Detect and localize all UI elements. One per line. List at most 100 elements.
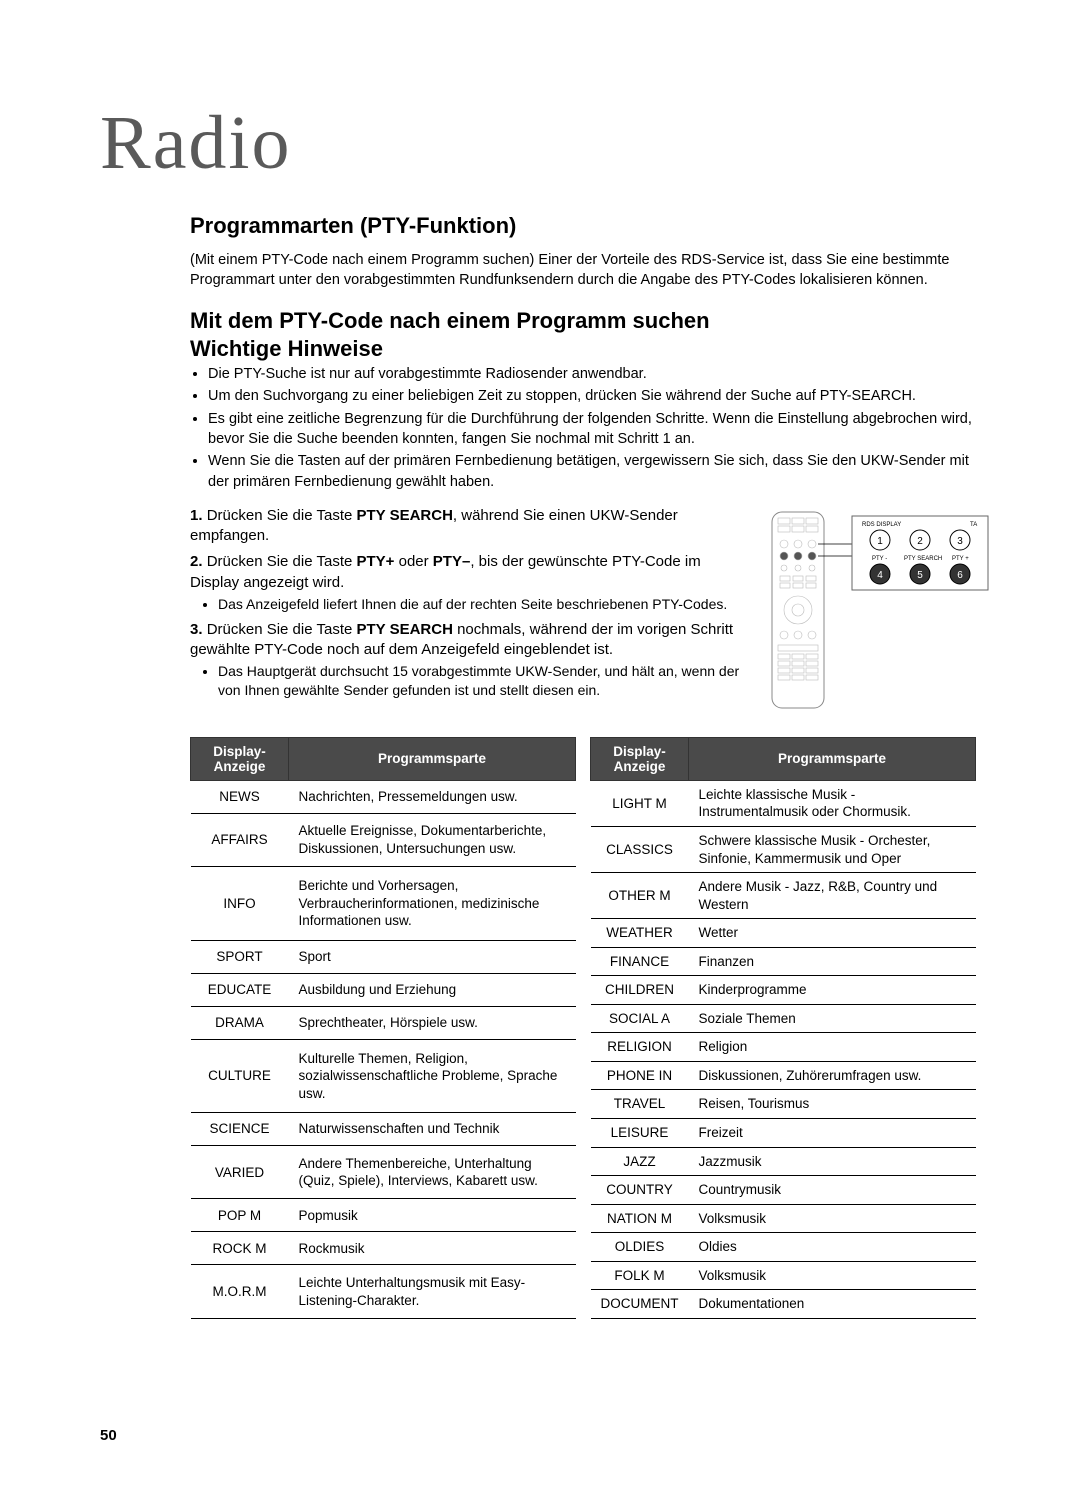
- pty-table-right: Display-Anzeige Programmsparte LIGHT MLe…: [590, 737, 976, 1319]
- label-rds: RDS DISPLAY: [862, 522, 901, 528]
- cell-program: Soziale Themen: [689, 1004, 976, 1033]
- cell-display: EDUCATE: [191, 973, 289, 1006]
- remote-diagram: RDS DISPLAY TA 1 2 3 PTY - PTY SEARCH PT…: [770, 506, 990, 715]
- cell-program: Popmusik: [289, 1199, 576, 1232]
- cell-display: OLDIES: [591, 1233, 689, 1262]
- table-row: FINANCEFinanzen: [591, 947, 976, 976]
- label-ptysearch: PTY SEARCH: [904, 556, 942, 562]
- table-row: NATION MVolksmusik: [591, 1204, 976, 1233]
- table-row: JAZZJazzmusik: [591, 1147, 976, 1176]
- cell-program: Schwere klassische Musik - Orchester, Si…: [689, 827, 976, 873]
- table-row: SCIENCENaturwissenschaften und Technik: [191, 1113, 576, 1146]
- cell-program: Aktuelle Ereignisse, Dokumentarberichte,…: [289, 813, 576, 866]
- table-row: LEISUREFreizeit: [591, 1119, 976, 1148]
- chapter-title: Radio: [100, 100, 990, 187]
- section-heading-pty: Programmarten (PTY-Funktion): [190, 213, 990, 239]
- cell-display: FINANCE: [591, 947, 689, 976]
- remote-button-row2: 4 5 6: [870, 564, 970, 584]
- cell-display: DOCUMENT: [591, 1290, 689, 1319]
- table-row: CLASSICSSchwere klassische Musik - Orche…: [591, 827, 976, 873]
- cell-program: Sprechtheater, Hörspiele usw.: [289, 1006, 576, 1039]
- svg-text:6: 6: [957, 570, 963, 581]
- step-item: 1. Drücken Sie die Taste PTY SEARCH, wäh…: [190, 506, 744, 547]
- section-subheading-hints: Wichtige Hinweise: [190, 336, 990, 362]
- table-row: NEWSNachrichten, Pressemeldungen usw.: [191, 780, 576, 813]
- cell-program: Andere Musik - Jazz, R&B, Country und We…: [689, 873, 976, 919]
- table-row: VARIEDAndere Themenbereiche, Unterhaltun…: [191, 1146, 576, 1199]
- hint-item: Es gibt eine zeitliche Begrenzung für di…: [208, 409, 990, 450]
- cell-program: Ausbildung und Erziehung: [289, 973, 576, 1006]
- cell-program: Jazzmusik: [689, 1147, 976, 1176]
- table-row: RELIGIONReligion: [591, 1033, 976, 1062]
- remote-button-row1: 1 2 3: [870, 530, 970, 550]
- hint-item: Die PTY-Suche ist nur auf vorabgestimmte…: [208, 364, 990, 384]
- page-number: 50: [100, 1427, 117, 1444]
- hint-item: Um den Suchvorgang zu einer beliebigen Z…: [208, 386, 990, 406]
- cell-display: AFFAIRS: [191, 813, 289, 866]
- cell-program: Reisen, Tourismus: [689, 1090, 976, 1119]
- cell-display: PHONE IN: [591, 1061, 689, 1090]
- svg-text:5: 5: [917, 570, 923, 581]
- cell-display: INFO: [191, 867, 289, 941]
- cell-program: Wetter: [689, 919, 976, 948]
- cell-program: Andere Themenbereiche, Unterhaltung (Qui…: [289, 1146, 576, 1199]
- table-row: CULTUREKulturelle Themen, Religion, sozi…: [191, 1039, 576, 1113]
- table-row: POP MPopmusik: [191, 1199, 576, 1232]
- cell-display: SCIENCE: [191, 1113, 289, 1146]
- table-row: AFFAIRSAktuelle Ereignisse, Dokumentarbe…: [191, 813, 576, 866]
- cell-program: Sport: [289, 940, 576, 973]
- steps-list: 1. Drücken Sie die Taste PTY SEARCH, wäh…: [190, 506, 750, 715]
- page-content: Programmarten (PTY-Funktion) (Mit einem …: [100, 213, 990, 1319]
- cell-display: CLASSICS: [591, 827, 689, 873]
- cell-program: Volksmusik: [689, 1261, 976, 1290]
- step-sub: Das Hauptgerät durchsucht 15 vorabgestim…: [218, 662, 744, 700]
- cell-display: POP M: [191, 1199, 289, 1232]
- cell-program: Volksmusik: [689, 1204, 976, 1233]
- section-heading-search: Mit dem PTY-Code nach einem Programm suc…: [190, 308, 990, 334]
- cell-display: COUNTRY: [591, 1176, 689, 1205]
- step-item: 3. Drücken Sie die Taste PTY SEARCH noch…: [190, 620, 744, 700]
- table-row: COUNTRYCountrymusik: [591, 1176, 976, 1205]
- cell-program: Finanzen: [689, 947, 976, 976]
- cell-display: FOLK M: [591, 1261, 689, 1290]
- cell-program: Freizeit: [689, 1119, 976, 1148]
- table-row: LIGHT MLeichte klassische Musik - Instru…: [591, 780, 976, 826]
- th-display: Display-Anzeige: [591, 737, 689, 780]
- cell-program: Naturwissenschaften und Technik: [289, 1113, 576, 1146]
- label-ta: TA: [970, 522, 977, 528]
- cell-display: NEWS: [191, 780, 289, 813]
- th-program: Programmsparte: [289, 737, 576, 780]
- table-row: WEATHERWetter: [591, 919, 976, 948]
- pty-table-left: Display-Anzeige Programmsparte NEWSNachr…: [190, 737, 576, 1319]
- cell-display: DRAMA: [191, 1006, 289, 1039]
- table-row: SPORTSport: [191, 940, 576, 973]
- intro-paragraph: (Mit einem PTY-Code nach einem Programm …: [190, 251, 990, 290]
- cell-display: SOCIAL A: [591, 1004, 689, 1033]
- table-row: CHILDRENKinderprogramme: [591, 976, 976, 1005]
- hints-list: Die PTY-Suche ist nur auf vorabgestimmte…: [190, 364, 990, 492]
- table-row: EDUCATEAusbildung und Erziehung: [191, 973, 576, 1006]
- cell-display: JAZZ: [591, 1147, 689, 1176]
- cell-program: Religion: [689, 1033, 976, 1062]
- th-display: Display-Anzeige: [191, 737, 289, 780]
- table-row: M.O.R.MLeichte Unterhaltungsmusik mit Ea…: [191, 1265, 576, 1318]
- cell-display: WEATHER: [591, 919, 689, 948]
- cell-program: Nachrichten, Pressemeldungen usw.: [289, 780, 576, 813]
- th-program: Programmsparte: [689, 737, 976, 780]
- cell-display: LEISURE: [591, 1119, 689, 1148]
- step-sub: Das Anzeigefeld liefert Ihnen die auf de…: [218, 595, 744, 614]
- cell-display: OTHER M: [591, 873, 689, 919]
- cell-display: CHILDREN: [591, 976, 689, 1005]
- table-row: OLDIESOldies: [591, 1233, 976, 1262]
- cell-program: Countrymusik: [689, 1176, 976, 1205]
- cell-program: Leichte Unterhaltungsmusik mit Easy-List…: [289, 1265, 576, 1318]
- table-row: INFOBerichte und Vorhersagen, Verbrauche…: [191, 867, 576, 941]
- svg-text:2: 2: [917, 536, 923, 547]
- table-row: ROCK MRockmusik: [191, 1232, 576, 1265]
- cell-program: Oldies: [689, 1233, 976, 1262]
- cell-display: VARIED: [191, 1146, 289, 1199]
- svg-text:4: 4: [877, 570, 883, 581]
- hint-item: Wenn Sie die Tasten auf der primären Fer…: [208, 451, 990, 492]
- cell-display: LIGHT M: [591, 780, 689, 826]
- table-row: FOLK MVolksmusik: [591, 1261, 976, 1290]
